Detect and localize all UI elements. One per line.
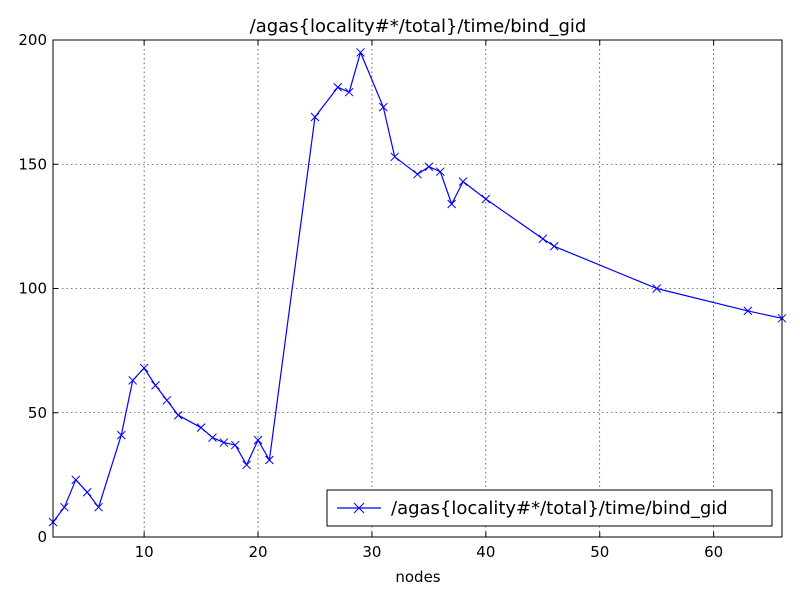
legend: /agas{locality#*/total}/time/bind_gid	[326, 489, 773, 527]
data-point-marker	[196, 423, 206, 433]
y-tick-label: 0	[37, 528, 47, 546]
x-tick-label: 40	[476, 543, 495, 561]
data-point-marker	[139, 363, 149, 373]
legend-label: /agas{locality#*/total}/time/bind_gid	[391, 498, 728, 519]
data-point-marker	[538, 234, 548, 244]
data-point-marker	[162, 395, 172, 405]
data-point-marker	[60, 502, 69, 512]
data-point-marker	[481, 194, 491, 204]
data-point-marker	[344, 87, 354, 97]
series-line-layer	[52, 51, 783, 523]
y-tick-label: 150	[18, 155, 47, 173]
data-point-marker	[116, 430, 126, 440]
data-point-marker	[173, 410, 183, 420]
x-tick-label: 60	[704, 543, 723, 561]
series-markers	[48, 48, 787, 527]
data-point-marker	[413, 169, 422, 179]
grid	[53, 40, 782, 537]
x-tick-label: 20	[248, 543, 267, 561]
data-point-marker	[219, 438, 229, 447]
data-point-marker	[128, 376, 138, 385]
data-point-marker	[743, 306, 753, 316]
data-point-marker	[333, 82, 343, 92]
data-point-marker	[549, 241, 559, 251]
x-tick-label: 10	[135, 543, 154, 561]
data-point-marker	[447, 199, 457, 209]
data-point-marker	[230, 440, 240, 450]
data-point-marker	[378, 102, 388, 112]
x-tick-label: 50	[590, 543, 609, 561]
data-point-marker	[94, 502, 103, 512]
legend-box	[326, 489, 773, 527]
x-axis-label: nodes	[395, 568, 440, 586]
y-tick-label: 50	[28, 404, 47, 422]
data-point-marker	[390, 152, 400, 162]
legend-marker-swatch	[353, 502, 365, 514]
data-point-marker	[435, 167, 445, 177]
series-line	[52, 51, 783, 523]
chart-title: /agas{locality#*/total}/time/bind_gid	[250, 16, 587, 37]
data-point-marker	[242, 460, 251, 470]
axis-ticks: 10 20 30 40 50 60 0 50 100 150 200	[18, 31, 782, 561]
data-point-marker	[424, 162, 434, 172]
y-tick-label: 100	[18, 280, 47, 298]
data-point-marker	[71, 475, 81, 485]
data-point-marker	[458, 177, 468, 186]
data-point-marker	[82, 487, 92, 497]
data-point-marker	[310, 112, 320, 122]
y-tick-label: 200	[18, 31, 47, 49]
data-point-marker	[652, 284, 662, 293]
data-point-marker	[151, 381, 160, 390]
data-point-marker	[253, 435, 263, 445]
data-point-marker	[356, 48, 365, 57]
x-tick-label: 30	[362, 543, 381, 561]
data-point-marker	[208, 433, 217, 442]
data-point-marker	[265, 455, 274, 465]
